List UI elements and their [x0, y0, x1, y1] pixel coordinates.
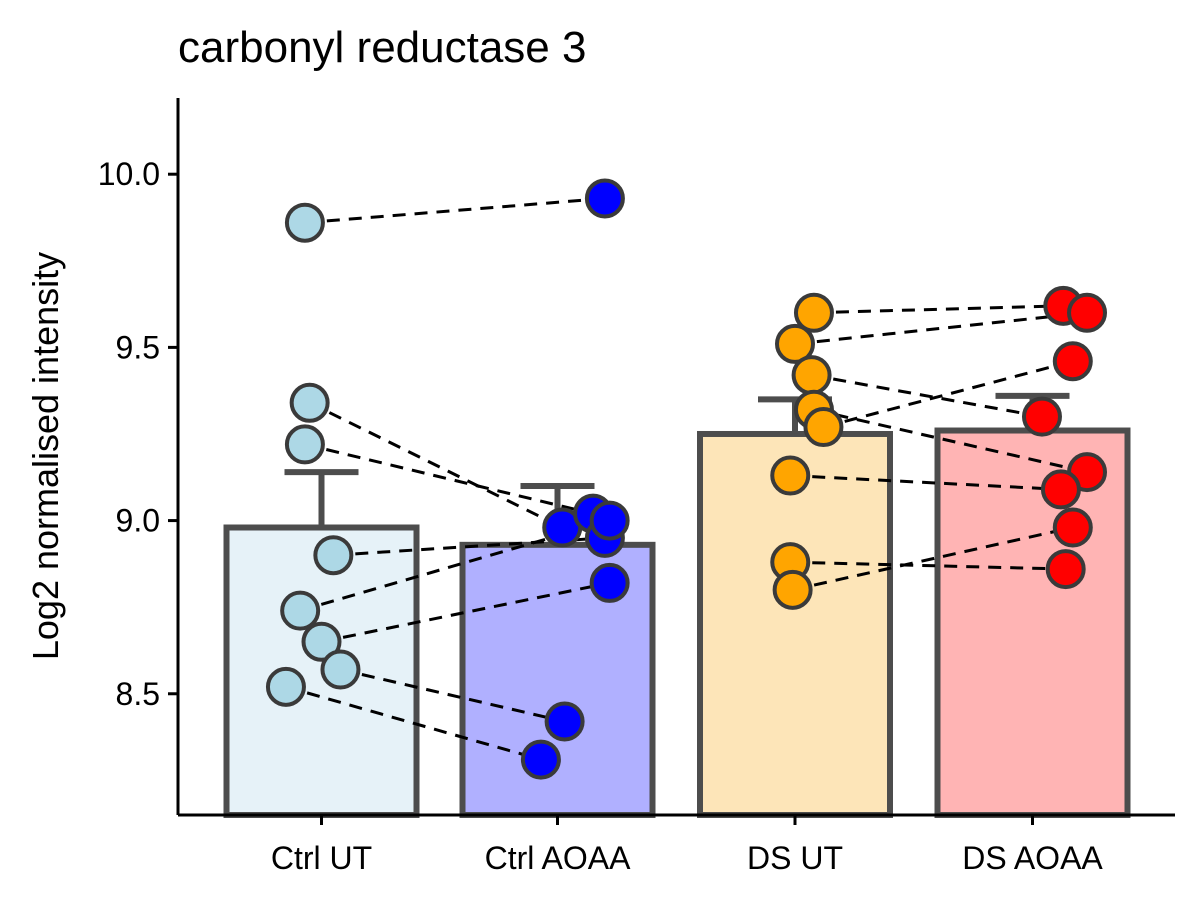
paired-line-10 [794, 311, 1088, 346]
paired-line-15 [790, 560, 1066, 571]
point-ds-ut-14 [770, 455, 811, 496]
paired-line-2 [308, 401, 563, 529]
bars-layer [223, 427, 1131, 819]
paired-line-12 [813, 408, 1088, 474]
point-ds-ut-10 [775, 323, 815, 364]
point-ds-aoaa-14 [1040, 469, 1081, 510]
point-ctrl-ut-2 [289, 382, 330, 423]
x-tick-label-3: DS UT [747, 840, 843, 876]
paired-line-3 [304, 442, 594, 516]
point-ctrl-ut-1 [284, 202, 325, 243]
point-ds-ut-16 [772, 569, 813, 610]
point-ctrl-ut-3 [284, 424, 325, 465]
paired-line-6 [321, 581, 610, 644]
point-ds-ut-9 [793, 292, 834, 333]
paired-line-1 [304, 196, 606, 225]
point-ctrl-ut-8 [265, 666, 306, 707]
point-ds-aoaa-11 [1021, 396, 1062, 437]
point-ds-aoaa-13 [1052, 341, 1093, 382]
point-ctrl-ut-5 [280, 590, 321, 631]
point-ds-ut-11 [791, 355, 832, 396]
point-ctrl-aoaa-8 [520, 739, 561, 780]
paired-line-9 [813, 304, 1064, 315]
y-tick-label-3: 9.5 [116, 329, 160, 365]
point-ctrl-ut-6 [301, 621, 342, 662]
y-tick-label-4: 10.0 [98, 156, 160, 192]
x-tick-label-1: Ctrl UT [271, 840, 372, 876]
y-tick-label-2: 9.0 [116, 503, 160, 539]
point-ds-aoaa-16 [1052, 507, 1093, 548]
y-axis-label: Log2 normalised intensity [25, 252, 66, 660]
point-ds-aoaa-10 [1067, 292, 1108, 333]
point-ctrl-aoaa-5 [589, 500, 630, 541]
point-ctrl-aoaa-7 [544, 701, 585, 742]
paired-line-7 [340, 668, 565, 723]
point-ctrl-ut-7 [320, 649, 361, 690]
axes-layer: 8.5 9.0 9.5 10.0 Ctrl UT Ctrl AOAA DS UT DS AOA… [98, 98, 1175, 876]
paired-lines-layer [285, 196, 1088, 762]
paired-line-16 [792, 526, 1074, 592]
point-ctrl-ut-4 [313, 535, 354, 576]
paired-line-8 [285, 685, 542, 762]
chart-title: carbonyl reductase 3 [178, 23, 586, 72]
point-ctrl-aoaa-1 [584, 178, 625, 219]
y-tick-label-1: 8.5 [116, 676, 160, 712]
point-ds-ut-13 [803, 407, 844, 448]
bar-4 [934, 427, 1131, 818]
paired-line-11 [811, 373, 1043, 419]
x-tick-label-4: DS AOAA [962, 840, 1103, 876]
point-ds-aoaa-15 [1045, 549, 1086, 590]
x-tick-label-2: Ctrl AOAA [485, 840, 631, 876]
points-layer [265, 178, 1108, 780]
point-ctrl-aoaa-6 [589, 562, 630, 603]
paired-line-14 [790, 474, 1062, 491]
